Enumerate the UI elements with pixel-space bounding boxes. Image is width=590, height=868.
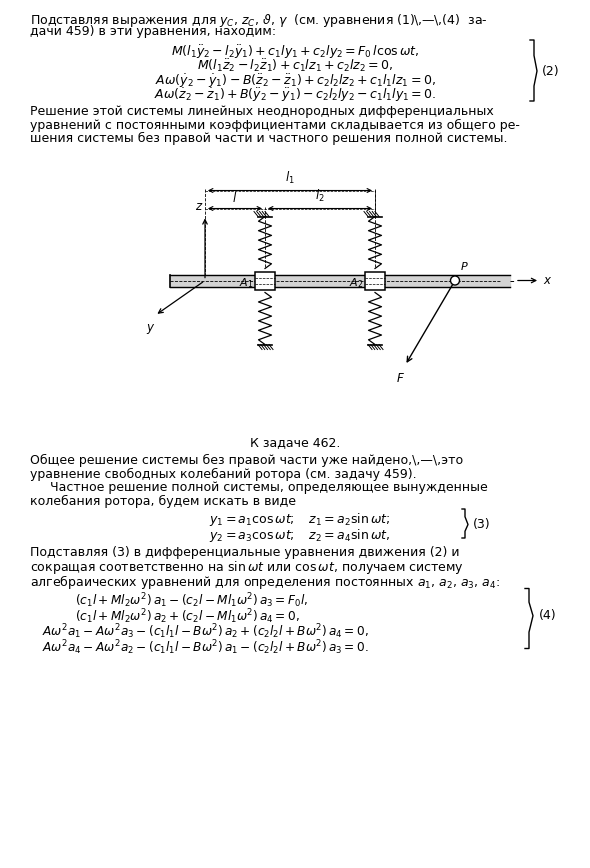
- Text: $M(l_1\ddot{z}_2 - l_2\ddot{z}_1) + c_1lz_1 + c_2lz_2 = 0,$: $M(l_1\ddot{z}_2 - l_2\ddot{z}_1) + c_1l…: [197, 57, 393, 74]
- Text: $l_1$: $l_1$: [285, 170, 295, 187]
- Text: $A\omega^2 a_4 - A\omega^2 a_2 - (c_1l_1l - B\omega^2)\,a_1 - (c_2l_2l + B\omega: $A\omega^2 a_4 - A\omega^2 a_2 - (c_1l_1…: [42, 638, 369, 657]
- Text: $A\omega(\dot{z}_2 - \dot{z}_1) + B(\ddot{y}_2 - \ddot{y}_1) - c_2l_2ly_2 - c_1l: $A\omega(\dot{z}_2 - \dot{z}_1) + B(\ddo…: [154, 87, 436, 104]
- Text: (3): (3): [473, 518, 491, 531]
- Text: $l$: $l$: [232, 190, 238, 205]
- Text: $(c_1l + Ml_2\omega^2)\,a_2 + (c_2l - Ml_1\omega^2)\,a_4 = 0,$: $(c_1l + Ml_2\omega^2)\,a_2 + (c_2l - Ml…: [75, 607, 300, 626]
- Text: $M(l_1\ddot{y}_2 - l_2\ddot{y}_1) + c_1ly_1 + c_2ly_2 = F_0\,l\cos\omega t,$: $M(l_1\ddot{y}_2 - l_2\ddot{y}_1) + c_1l…: [171, 43, 419, 61]
- Text: алгебраических уравнений для определения постоянных $a_1$, $a_2$, $a_3$, $a_4$:: алгебраических уравнений для определения…: [30, 573, 500, 591]
- Text: Решение этой системы линейных неоднородных дифференциальных: Решение этой системы линейных неоднородн…: [30, 105, 494, 118]
- Text: $y_1 = a_1\cos\omega t;\quad z_1 = a_2\sin\omega t;$: $y_1 = a_1\cos\omega t;\quad z_1 = a_2\s…: [209, 511, 391, 528]
- Text: z: z: [195, 201, 201, 214]
- Text: $y_2 = a_3\cos\omega t;\quad z_2 = a_4\sin\omega t,$: $y_2 = a_3\cos\omega t;\quad z_2 = a_4\s…: [209, 527, 391, 543]
- Text: дачи 459) в эти уравнения, находим:: дачи 459) в эти уравнения, находим:: [30, 25, 276, 38]
- Text: Подставляя выражения для $y_C$, $z_C$, $\vartheta$, $\gamma$  (см. уравнения (1): Подставляя выражения для $y_C$, $z_C$, $…: [30, 12, 488, 29]
- Bar: [365, 272, 385, 290]
- Text: $F$: $F$: [395, 372, 405, 385]
- Text: колебания ротора, будем искать в виде: колебания ротора, будем искать в виде: [30, 495, 296, 508]
- Bar: [255, 272, 275, 290]
- Text: P: P: [461, 262, 468, 273]
- Text: $A_1$: $A_1$: [238, 277, 253, 291]
- Text: (4): (4): [539, 609, 556, 622]
- Text: К задаче 462.: К задаче 462.: [250, 437, 340, 450]
- Text: $A_2$: $A_2$: [349, 277, 363, 291]
- Text: x: x: [543, 274, 550, 287]
- Text: y: y: [146, 320, 153, 333]
- Circle shape: [451, 276, 460, 285]
- Text: Подставляя (3) в дифференциальные уравнения движения (2) и: Подставляя (3) в дифференциальные уравне…: [30, 546, 460, 559]
- Text: $A\omega(\dot{y}_2 - \dot{y}_1) - B(\ddot{z}_2 - \ddot{z}_1) + c_2l_2lz_2 + c_1l: $A\omega(\dot{y}_2 - \dot{y}_1) - B(\ddo…: [155, 72, 435, 89]
- Text: $A\omega^2 a_1 - A\omega^2 a_3 - (c_1l_1l - B\omega^2)\,a_2 + (c_2l_2l + B\omega: $A\omega^2 a_1 - A\omega^2 a_3 - (c_1l_1…: [42, 622, 369, 641]
- Text: Частное решение полной системы, определяющее вынужденные: Частное решение полной системы, определя…: [50, 481, 488, 494]
- Text: сокращая соответственно на $\sin\omega t$ или $\cos\omega t$, получаем систему: сокращая соответственно на $\sin\omega t…: [30, 560, 464, 576]
- Text: шения системы без правой части и частного решения полной системы.: шения системы без правой части и частног…: [30, 132, 507, 145]
- Text: уравнение свободных колебаний ротора (см. задачу 459).: уравнение свободных колебаний ротора (см…: [30, 468, 417, 481]
- Text: уравнений с постоянными коэффициентами складывается из общего ре-: уравнений с постоянными коэффициентами с…: [30, 119, 520, 132]
- Text: $(c_1l + Ml_2\omega^2)\,a_1 - (c_2l - Ml_1\omega^2)\,a_3 = F_0 l,$: $(c_1l + Ml_2\omega^2)\,a_1 - (c_2l - Ml…: [75, 591, 308, 610]
- Text: Общее решение системы без правой части уже найдено,\,—\,это: Общее решение системы без правой части у…: [30, 454, 463, 467]
- Text: (2): (2): [542, 64, 560, 77]
- Text: $l_2$: $l_2$: [315, 188, 325, 205]
